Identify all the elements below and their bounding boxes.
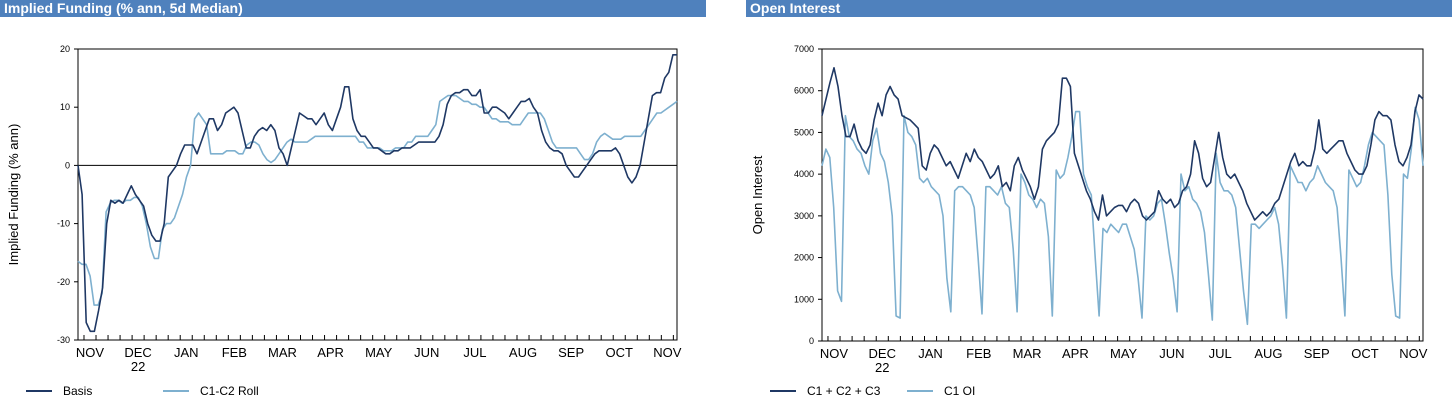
x-tick-label: AUG bbox=[1254, 346, 1282, 361]
y-tick-label: 0 bbox=[65, 160, 70, 170]
x-tick-label: NOV bbox=[1399, 346, 1428, 361]
x-tick-label: MAR bbox=[268, 345, 297, 360]
open-interest-header: Open Interest bbox=[746, 0, 1452, 17]
x-tick-label: JUL bbox=[1209, 346, 1232, 361]
x-tick-sublabel: 22 bbox=[131, 359, 145, 374]
implied-funding-header: Implied Funding (% ann, 5d Median) bbox=[0, 0, 706, 17]
x-tick-label: DEC bbox=[124, 345, 151, 360]
y-tick-label: -30 bbox=[57, 335, 70, 345]
legend-label-0: C1 + C2 + C3 bbox=[807, 384, 881, 398]
x-tick-label: NOV bbox=[76, 345, 105, 360]
x-tick-label: JUL bbox=[463, 345, 486, 360]
open-interest-panel: Open Interest 0 1000 2000 3000 4000 5000 6000 7… bbox=[746, 0, 1452, 412]
implied-funding-title: Implied Funding (% ann, 5d Median) bbox=[4, 0, 243, 16]
x-tick-label: DEC bbox=[869, 346, 896, 361]
legend-label-0: Basis bbox=[63, 384, 92, 398]
x-tick-label: SEP bbox=[558, 345, 584, 360]
y-tick-label: 2000 bbox=[794, 253, 814, 263]
y-tick-label: 0 bbox=[809, 336, 814, 346]
y-tick-label: 20 bbox=[60, 44, 70, 54]
x-tick-label: JAN bbox=[174, 345, 199, 360]
y-tick-label: 10 bbox=[60, 102, 70, 112]
y-tick-label: 7000 bbox=[794, 44, 814, 54]
x-tick-label: FEB bbox=[222, 345, 247, 360]
y-tick-label: 6000 bbox=[794, 86, 814, 96]
x-tick-label: MAY bbox=[1110, 346, 1138, 361]
x-tick-label: MAR bbox=[1013, 346, 1042, 361]
x-tick-label: FEB bbox=[966, 346, 991, 361]
series-line-1 bbox=[77, 94, 678, 306]
series-line-0 bbox=[77, 53, 677, 333]
y-tick-label: -20 bbox=[57, 277, 70, 287]
x-tick-label: APR bbox=[317, 345, 344, 360]
x-tick-label: MAY bbox=[365, 345, 393, 360]
x-tick-sublabel: 22 bbox=[875, 360, 889, 375]
plot-frame bbox=[77, 48, 678, 341]
legend-label-1: C1 OI bbox=[944, 384, 975, 398]
series-line-0 bbox=[821, 66, 1424, 221]
y-axis-label: Open Interest bbox=[750, 155, 765, 234]
x-tick-label: SEP bbox=[1304, 346, 1330, 361]
series-line-1 bbox=[821, 106, 1424, 326]
open-interest-title: Open Interest bbox=[750, 0, 841, 16]
x-tick-label: NOV bbox=[653, 345, 682, 360]
y-tick-label: 1000 bbox=[794, 294, 814, 304]
y-tick-label: 4000 bbox=[794, 169, 814, 179]
x-tick-label: OCT bbox=[1351, 346, 1379, 361]
y-tick-label: -10 bbox=[57, 219, 70, 229]
y-axis-label: Implied Funding (% ann) bbox=[6, 124, 21, 266]
implied-funding-panel: Implied Funding (% ann, 5d Median) -30 -2… bbox=[0, 0, 706, 412]
y-tick-label: 3000 bbox=[794, 211, 814, 221]
x-tick-label: APR bbox=[1062, 346, 1089, 361]
x-tick-label: NOV bbox=[820, 346, 849, 361]
x-tick-label: JUN bbox=[1159, 346, 1184, 361]
x-tick-label: AUG bbox=[509, 345, 537, 360]
open-interest-chart: 0 1000 2000 3000 4000 5000 6000 7000 Open Intere… bbox=[750, 44, 1428, 398]
y-tick-label: 5000 bbox=[794, 127, 814, 137]
implied-funding-chart: -30 -20 -10 0 10 20 Implied Funding (% ann) NOV… bbox=[6, 44, 682, 398]
x-tick-label: JUN bbox=[414, 345, 439, 360]
legend-label-1: C1-C2 Roll bbox=[200, 384, 259, 398]
x-tick-label: OCT bbox=[606, 345, 634, 360]
x-tick-label: JAN bbox=[918, 346, 943, 361]
plot-frame bbox=[821, 48, 1424, 342]
